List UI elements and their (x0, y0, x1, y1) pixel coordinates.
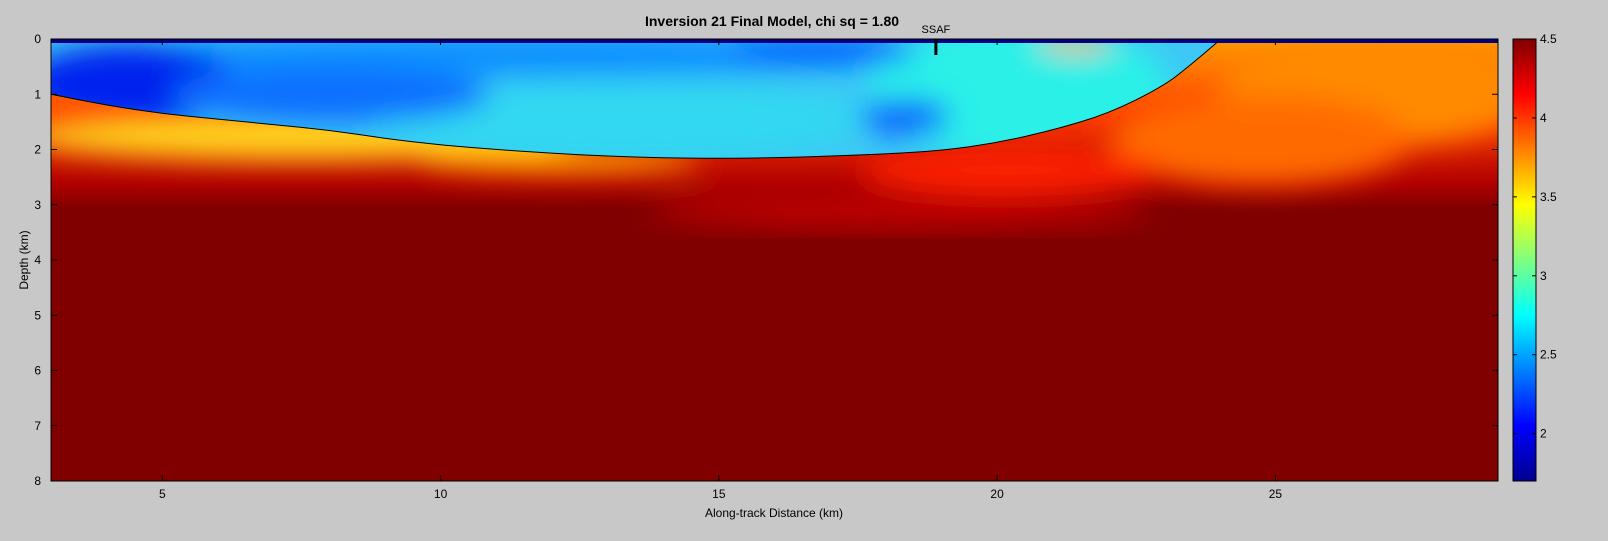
y-tick-label: 7 (34, 419, 41, 433)
orange-zone-east-2 (1110, 95, 1410, 185)
ssaf-marker: SSAF (922, 24, 951, 55)
colorbar-ticks: 2 2.5 3 3.5 4 4.5 (1513, 32, 1557, 441)
x-tick-label: 20 (990, 487, 1004, 501)
colorbar-tick-label: 3 (1540, 269, 1547, 283)
cyan-zone-center (370, 80, 870, 159)
colorbar-gradient (1512, 38, 1537, 482)
y-tick-label: 2 (34, 143, 41, 157)
y-tick-label: 0 (34, 32, 41, 46)
y-tick-label: 5 (34, 308, 41, 322)
x-tick-label: 15 (712, 487, 726, 501)
x-tick-label: 25 (1269, 487, 1283, 501)
colorbar-tick-label: 2 (1540, 427, 1547, 441)
surface-layer (51, 39, 1498, 43)
colorbar-tick-label: 2.5 (1540, 348, 1557, 362)
velocity-blobs (51, 39, 1498, 228)
x-tick-label: 10 (434, 487, 448, 501)
colorbar-tick-label: 3.5 (1540, 190, 1557, 204)
y-axis-label: Depth (km) (17, 230, 31, 289)
basin-interior (51, 39, 1170, 159)
y-tick-label: 6 (34, 364, 41, 378)
y-tick-label: 1 (34, 87, 41, 101)
x-axis-ticks: 5 10 15 20 25 (159, 39, 1282, 501)
dark-red-zone (650, 192, 1150, 228)
blue-zone-mid (170, 67, 490, 123)
low-velocity-pocket (860, 99, 950, 135)
y-axis-ticks: 0 1 2 3 4 5 6 7 8 (34, 32, 1498, 488)
x-tick-label: 5 (159, 487, 166, 501)
sediment-basin (51, 39, 1221, 159)
red-zone-fault (860, 148, 1160, 192)
basement-boundary-line (51, 39, 1221, 159)
y-tick-label: 8 (34, 474, 41, 488)
colorbar-tick-label: 4.5 (1540, 32, 1557, 46)
y-tick-label: 4 (34, 253, 41, 267)
chart-title: Inversion 21 Final Model, chi sq = 1.80 (645, 13, 899, 29)
y-tick-label: 3 (34, 198, 41, 212)
plot-area (51, 39, 1498, 481)
blue-zone-upper (120, 39, 920, 77)
ssaf-label: SSAF (922, 24, 951, 36)
x-axis-label: Along-track Distance (km) (705, 506, 843, 520)
colorbar-tick-label: 4 (1540, 111, 1547, 125)
colorbar: 2 2.5 3 3.5 4 4.5 (1512, 32, 1557, 482)
